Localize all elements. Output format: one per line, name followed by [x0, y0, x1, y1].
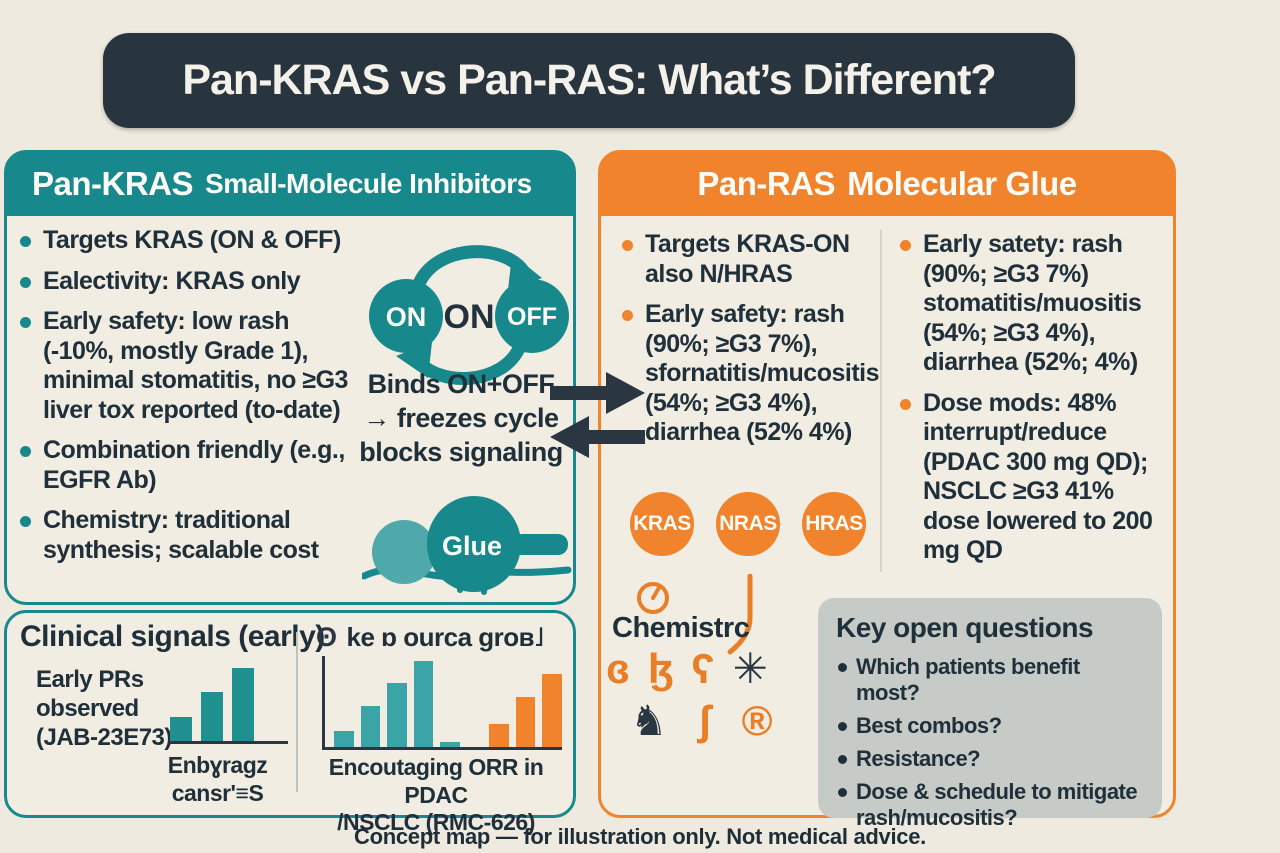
chart-series-gap — [467, 746, 483, 747]
pan-kras-bullet-list: Targets KRAS (ON & OFF) Ealectivity: KRA… — [18, 226, 366, 576]
badge-label: NRAS — [719, 512, 777, 535]
chart-bar — [201, 692, 223, 741]
bullet-item: Chemistry: traditional synthesis; scalab… — [18, 506, 366, 565]
spiral-icon: ʘ — [316, 622, 337, 652]
badge-label: KRAS — [633, 512, 691, 535]
pan-kras-panel-header: Pan-KRAS Small-Molecule Inhibitors — [6, 152, 574, 216]
key-open-questions-title: Key open questions — [836, 612, 1094, 643]
chem-glyph-icon: ® — [741, 697, 773, 744]
connector-curve-icon — [727, 574, 753, 655]
on-off-cycle-icon: ON OFF ON — [369, 245, 569, 385]
bullet-item: Targets KRAS-ON also N/HRAS — [620, 230, 872, 289]
binds-caption-line: Binds ON+OFF — [367, 369, 555, 399]
chart-bar — [387, 683, 407, 747]
chem-glyph-icon: ɞ — [606, 645, 630, 692]
chemistry-label: Chemistrc — [612, 612, 750, 644]
bullet-item: Early safety: low rash (-10%, mostly Gra… — [18, 307, 366, 425]
caption-line: Enbɣragz — [167, 752, 268, 778]
pan-ras-col2-bullets: Early satety: rash (90%; ≥G3 7%) stomati… — [898, 230, 1162, 577]
chem-glyph-icon: ♞ — [630, 697, 668, 744]
chem-glyph-row-2: ♞ ʃ ® — [630, 700, 773, 742]
chem-glyph-row-1: ɞ ɮ ʕ ✳ — [606, 648, 768, 690]
pan-ras-col1-bullets: Targets KRAS-ON also N/HRAS Early safety… — [620, 230, 880, 459]
early-prs-bar-chart — [170, 662, 288, 744]
question-item: Dose & schedule to mitigate rash/mucosit… — [836, 779, 1144, 831]
key-open-questions-list: Which patients benefit most? Best combos… — [836, 654, 1144, 831]
chart-bar — [232, 668, 254, 741]
chart-bar — [334, 730, 354, 747]
binds-caption: Binds ON+OFF → freezes cycle blocks sign… — [350, 368, 572, 469]
chart-bar — [413, 660, 434, 747]
cycle-off-label: OFF — [507, 303, 557, 331]
chart-bar — [440, 741, 460, 747]
pan-ras-header-strong: Pan-RAS — [697, 165, 836, 202]
clinical-box-divider — [296, 632, 298, 792]
bullet-item: Targets KRAS (ON & OFF) — [18, 226, 366, 256]
clinical-signals-box — [4, 610, 576, 818]
chart-bar — [515, 696, 536, 747]
molecular-glue-icon: Glue — [362, 496, 572, 595]
question-item: Best combos? — [836, 713, 1144, 739]
orr-bar-chart — [322, 656, 563, 750]
badge-kras: KRAS — [630, 492, 694, 556]
question-item: Which patients benefit most? — [836, 654, 1144, 706]
bullet-item: Ealectivity: KRAS only — [18, 267, 366, 297]
question-item: Resistance? — [836, 746, 1144, 772]
bullet-item: Combination friendly (e.g., EGFR Ab) — [18, 436, 366, 495]
pan-ras-header-rest: Molecular Glue — [847, 165, 1077, 202]
badge-nras: NRAS — [716, 492, 780, 556]
cycle-center-label: ON — [444, 298, 495, 336]
bullet-item: Early satety: rash (90%; ≥G3 7%) stomati… — [898, 230, 1162, 378]
binds-caption-line: → freezes cycle — [363, 402, 559, 433]
pan-ras-panel-header: Pan-RAS Molecular Glue — [600, 152, 1174, 216]
pan-kras-header-rest: Small-Molecule Inhibitors — [205, 168, 532, 199]
chem-glyph-icon: ✳ — [732, 645, 768, 692]
arrow-left-icon — [550, 416, 645, 458]
right-panel-column-divider — [880, 230, 882, 572]
orr-chart-header: ʘ ke ɒ ourca groʙ˩ — [316, 622, 544, 653]
early-prs-chart-caption: Enbɣragz cansr'≡S — [140, 752, 295, 807]
arrow-right-icon — [550, 372, 645, 414]
clock-icon — [637, 582, 669, 614]
chart-bar — [360, 706, 381, 747]
caption-line: cansr'≡S — [171, 779, 264, 806]
chart-bar — [170, 717, 192, 741]
bullet-item: Dose mods: 48% interrupt/reduce (PDAC 30… — [898, 389, 1162, 566]
chem-glyph-icon: ʕ — [691, 645, 715, 692]
early-prs-label: Early PRs observed (JAB-23E73) — [36, 666, 172, 751]
chart-bar — [542, 674, 563, 747]
title-banner: Pan-KRAS vs Pan-RAS: What’s Different? — [103, 33, 1075, 128]
clinical-signals-title: Clinical signals (early) — [20, 620, 325, 653]
caption-line: /NSCLC (RMC-626) — [337, 809, 535, 836]
badge-hras: HRAS — [802, 492, 866, 556]
binds-caption-line: blocks signaling — [359, 436, 563, 467]
chem-glyph-icon: ʃ — [697, 697, 712, 744]
pan-kras-header-strong: Pan-KRAS — [32, 165, 194, 202]
orr-chart-header-text: ke ɒ ourca groʙ˩ — [346, 622, 545, 652]
chart-bar — [489, 724, 509, 747]
bullet-item: Early safety: rash (90%; ≥G3 7%), sforna… — [620, 300, 880, 448]
glue-label: Glue — [442, 531, 502, 561]
key-open-questions-box: Key open questions Which patients benefi… — [818, 598, 1162, 830]
badge-label: HRAS — [805, 512, 863, 535]
chem-glyph-icon: ɮ — [647, 645, 674, 692]
orr-chart-caption: Encoutaging ORR in PDAC /NSCLC (RMC-626) — [302, 754, 570, 837]
footer-disclaimer: Concept map — for illustration only. Not… — [353, 824, 926, 849]
caption-line: Encoutaging ORR in PDAC — [328, 754, 544, 808]
cycle-on-label: ON — [386, 302, 427, 332]
page-title: Pan-KRAS vs Pan-RAS: What’s Different? — [182, 56, 996, 104]
